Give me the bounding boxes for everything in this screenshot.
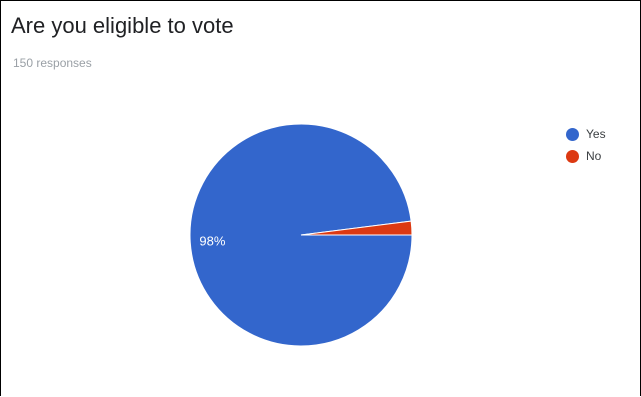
legend-item-yes[interactable]: Yes — [566, 123, 606, 145]
legend-label-no: No — [586, 149, 602, 163]
legend-swatch-no — [566, 149, 579, 163]
chart-legend: Yes No — [566, 123, 606, 167]
chart-title: Are you eligible to vote — [11, 13, 234, 38]
pie-slice-no[interactable] — [300, 220, 413, 236]
legend-swatch-yes — [566, 127, 579, 141]
slice-label-yes: 98% — [199, 234, 225, 249]
response-count: 150 responses — [13, 56, 92, 70]
legend-label-yes: Yes — [586, 127, 606, 141]
legend-item-no[interactable]: No — [566, 145, 606, 167]
